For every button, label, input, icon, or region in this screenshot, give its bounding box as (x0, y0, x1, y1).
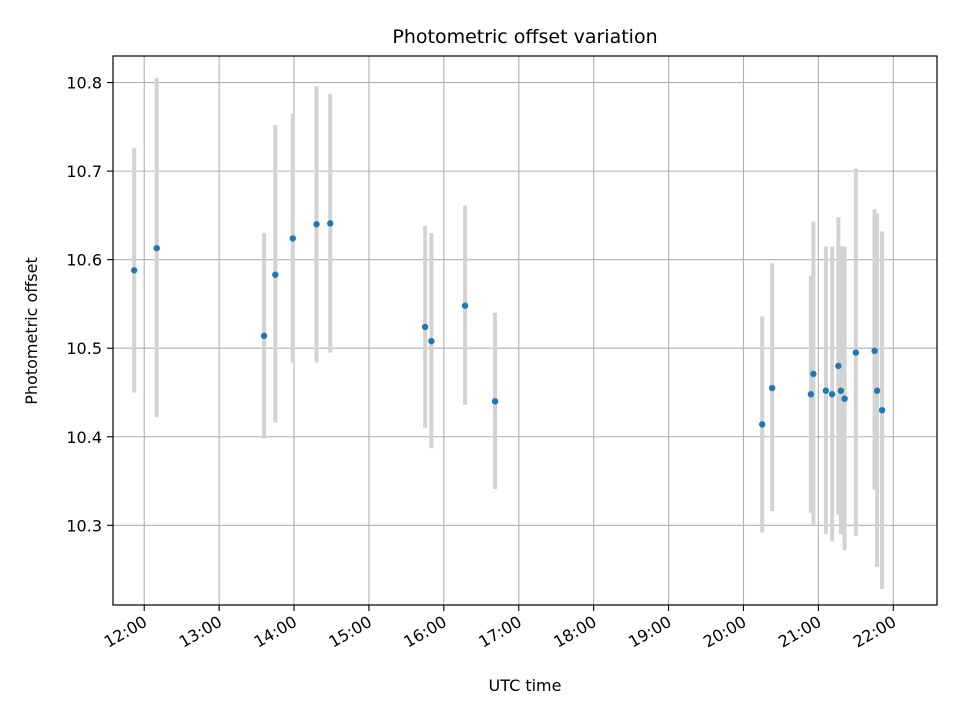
data-point (835, 362, 842, 370)
plot-frame (112, 55, 938, 606)
data-point (878, 406, 886, 414)
data-point (491, 398, 499, 405)
y-tick-label: 10.3 (66, 516, 102, 535)
y-tick-label: 10.8 (66, 74, 102, 93)
chart-title: Photometric offset variation (392, 26, 657, 48)
y-tick-label: 10.7 (66, 162, 102, 181)
data-point (852, 349, 860, 356)
data-point (769, 384, 776, 392)
data-point (421, 323, 429, 331)
data-point (131, 267, 138, 274)
data-point (807, 391, 815, 398)
data-point (272, 271, 279, 278)
y-axis-ticks: 10.3 10.4 10.5 10.6 10.7 10.8 (66, 74, 113, 535)
y-tick-label: 10.5 (66, 339, 102, 358)
data-points (131, 220, 886, 428)
data-point (289, 235, 296, 242)
data-point (837, 387, 845, 394)
data-point (153, 244, 160, 252)
data-point (327, 220, 334, 227)
data-point (260, 332, 268, 340)
data-point (313, 221, 320, 228)
data-point (461, 302, 469, 309)
x-axis-label: UTC time (489, 676, 562, 695)
data-point (759, 421, 766, 428)
data-point (428, 337, 435, 345)
data-point (828, 391, 836, 398)
data-point (822, 387, 830, 394)
y-tick-label: 10.6 (66, 251, 102, 270)
data-point (810, 370, 817, 378)
y-tick-label: 10.4 (66, 428, 102, 447)
data-point (873, 387, 881, 394)
data-point (841, 395, 848, 402)
y-axis-label: Photometric offset (22, 257, 41, 405)
data-point (871, 347, 878, 355)
